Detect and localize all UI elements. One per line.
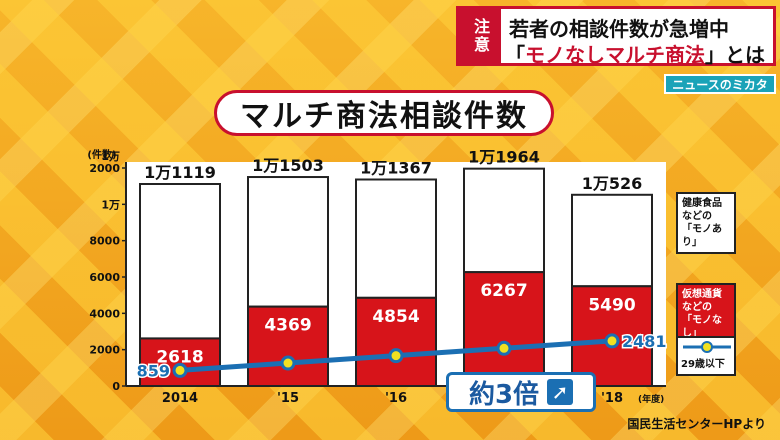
legend-mono-ari: 健康食品 などの 「モノあり」: [676, 192, 736, 254]
bar-mono-nashi: [355, 296, 437, 387]
chart-title: マルチ商法相談件数: [214, 90, 554, 136]
y-tick-label: 2000: [89, 344, 120, 357]
line-point: [172, 362, 188, 378]
line-value-label: 859: [137, 361, 170, 380]
news-headline: 若者の相談件数が急増中: [509, 17, 729, 41]
y-tick-label: 0: [112, 380, 120, 393]
red-value-label: 4369: [264, 316, 311, 336]
bar-mono-nashi: [463, 271, 545, 388]
total-label: 1万1367: [360, 158, 432, 177]
y-tick-label: 4000: [89, 307, 120, 320]
bar-mono-ari: [571, 193, 653, 288]
line-point: [280, 355, 296, 371]
caution-tag: 注意: [459, 9, 501, 63]
x-axis-label: (年度): [638, 393, 664, 405]
x-tick-label: 2014: [162, 391, 198, 406]
line-point: [388, 348, 404, 364]
y-tick-label: 1万: [101, 150, 120, 163]
line-value-label: 2481: [622, 332, 667, 351]
y-tick-label: 6000: [89, 271, 120, 284]
program-brand: ニュースのミカタ: [664, 74, 776, 94]
line-point: [604, 333, 620, 349]
total-label: 1万526: [582, 174, 643, 193]
legend-mono-nashi: 仮想通貨 などの 「モノなし」: [676, 283, 736, 345]
source-note: 国民生活センターHPより: [627, 417, 766, 431]
bar-mono-ari: [139, 183, 221, 340]
bar-mono-ari: [355, 178, 437, 299]
x-tick-label: '15: [277, 391, 299, 406]
line-point: [496, 340, 512, 356]
y-axis-label: (件数): [87, 148, 116, 161]
bar-mono-ari: [463, 167, 545, 274]
total-label: 1万1964: [468, 148, 540, 167]
total-label: 1万1503: [252, 156, 324, 175]
legend-under29: 29歳以下: [676, 336, 736, 376]
y-tick-label: 2000: [89, 162, 120, 175]
close-text: 」とは: [705, 43, 765, 67]
total-label: 1万1119: [144, 163, 216, 182]
news-header: 注意 若者の相談件数が急増中 「モノなしマルチ商法」とは: [456, 6, 776, 68]
x-tick-label: '16: [385, 391, 407, 406]
legend-line-sample: [683, 341, 731, 353]
red-value-label: 4854: [372, 307, 419, 327]
subheadline-main: モノなしマルチ商法: [525, 43, 705, 67]
legend-under29-label: 29歳以下: [681, 359, 725, 370]
red-value-label: 2618: [156, 347, 203, 367]
triple-badge: 約3倍 ➚: [446, 372, 596, 412]
bar-mono-nashi: [139, 337, 221, 387]
red-value-label: 5490: [588, 295, 635, 315]
y-tick-label: 1万: [101, 198, 120, 211]
bar-mono-ari: [247, 176, 329, 308]
y-tick-label: 8000: [89, 235, 120, 248]
news-subheadline: 「モノなしマルチ商法」とは: [505, 39, 765, 68]
badge-label: 約3倍: [468, 379, 540, 410]
x-tick-label: '18: [601, 391, 623, 406]
bar-mono-nashi: [247, 305, 329, 387]
open-bracket: 「: [505, 43, 525, 67]
red-value-label: 6267: [480, 281, 527, 301]
arrow-up-right-icon: ➚: [547, 379, 574, 405]
